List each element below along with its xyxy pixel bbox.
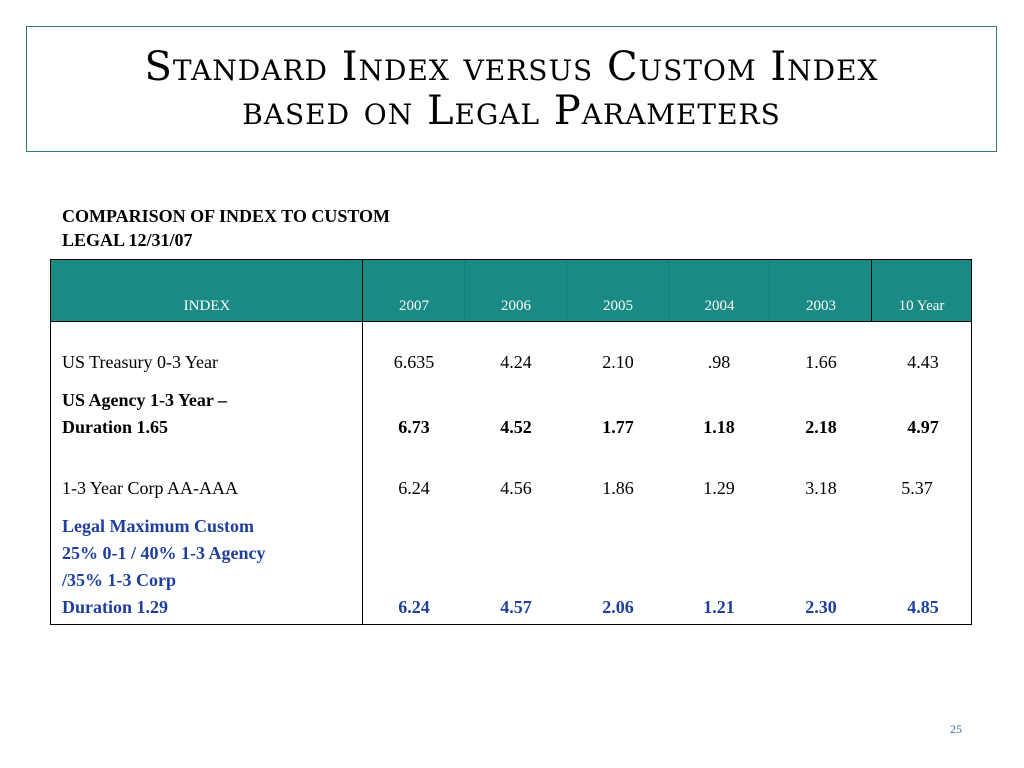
row-label: US Treasury 0-3 Year: [62, 349, 218, 376]
table-caption-line-2: LEGAL 12/31/07: [62, 230, 193, 250]
slide-title-line-2: based on Legal Parameters: [242, 88, 781, 134]
cell-2007: 6.635: [393, 352, 435, 372]
comparison-table: INDEX 2007 2006 2005 2004 2003 10 Year U…: [50, 259, 972, 625]
header-divider: [464, 260, 465, 321]
cell-2004: .98: [707, 352, 731, 372]
cell-2006: 4.57: [500, 597, 532, 617]
row-label-line: /35% 1-3 Corp: [62, 570, 176, 590]
header-divider: [566, 260, 567, 321]
table-caption: COMPARISON OF INDEX TO CUSTOM LEGAL 12/3…: [62, 204, 390, 252]
header-2005: 2005: [603, 298, 633, 314]
row-label-line: Duration 1.65: [62, 417, 169, 437]
row-label: 1-3 Year Corp AA-AAA: [62, 475, 238, 502]
header-index: INDEX: [183, 298, 231, 314]
column-divider-10-year: [871, 260, 872, 321]
cell-2003: 3.18: [805, 478, 837, 498]
cell-2007: 6.24: [398, 478, 430, 498]
header-2004: 2004: [704, 298, 735, 314]
cell-2006: 4.56: [500, 478, 532, 498]
row-label-line: US Agency 1-3 Year –: [62, 390, 227, 410]
cell-2003: 1.66: [805, 352, 837, 372]
header-2007: 2007: [399, 298, 429, 314]
cell-10-year: 4.97: [907, 417, 939, 437]
row-label-line: US Treasury 0-3 Year: [62, 352, 219, 372]
cell-2006: 4.24: [500, 352, 532, 372]
header-divider: [668, 260, 669, 321]
cell-2004: 1.21: [703, 597, 735, 617]
row-label-line: 25% 0-1 / 40% 1-3 Agency: [62, 543, 266, 563]
slide-title-box: Standard Index versus Custom Index based…: [26, 26, 997, 152]
cell-2004: 1.29: [703, 478, 735, 498]
cell-2005: 1.86: [602, 478, 634, 498]
slide-title-line-1: Standard Index versus Custom Index: [144, 44, 879, 90]
cell-2003: 2.30: [805, 597, 837, 617]
header-2006: 2006: [501, 298, 531, 314]
cell-2004: 1.18: [703, 417, 735, 437]
column-divider-index: [362, 260, 363, 624]
cell-2006: 4.52: [500, 417, 532, 437]
cell-2005: 1.77: [602, 417, 634, 437]
cell-2007: 6.24: [398, 597, 430, 617]
row-label-line: 1-3 Year Corp AA-AAA: [62, 478, 238, 498]
header-10-year: 10 Year: [898, 298, 945, 314]
table-caption-line-1: COMPARISON OF INDEX TO CUSTOM: [62, 206, 391, 226]
cell-10-year: 5.37: [901, 478, 933, 498]
cell-2005: 2.06: [602, 597, 634, 617]
header-2003: 2003: [806, 298, 836, 314]
row-label-line: Legal Maximum Custom: [62, 516, 254, 536]
row-label: Legal Maximum Custom 25% 0-1 / 40% 1-3 A…: [62, 513, 265, 621]
slide-title: Standard Index versus Custom Index based…: [145, 45, 879, 133]
table-header-row: INDEX 2007 2006 2005 2004 2003 10 Year: [51, 260, 971, 322]
header-divider: [769, 260, 770, 321]
cell-10-year: 4.43: [907, 352, 939, 372]
row-label-line: Duration 1.29: [62, 597, 169, 617]
cell-10-year: 4.85: [907, 597, 939, 617]
row-label: US Agency 1-3 Year – Duration 1.65: [62, 387, 227, 441]
page-number: 25: [950, 722, 962, 736]
cell-2007: 6.73: [398, 417, 430, 437]
cell-2003: 2.18: [805, 417, 837, 437]
cell-2005: 2.10: [602, 352, 634, 372]
